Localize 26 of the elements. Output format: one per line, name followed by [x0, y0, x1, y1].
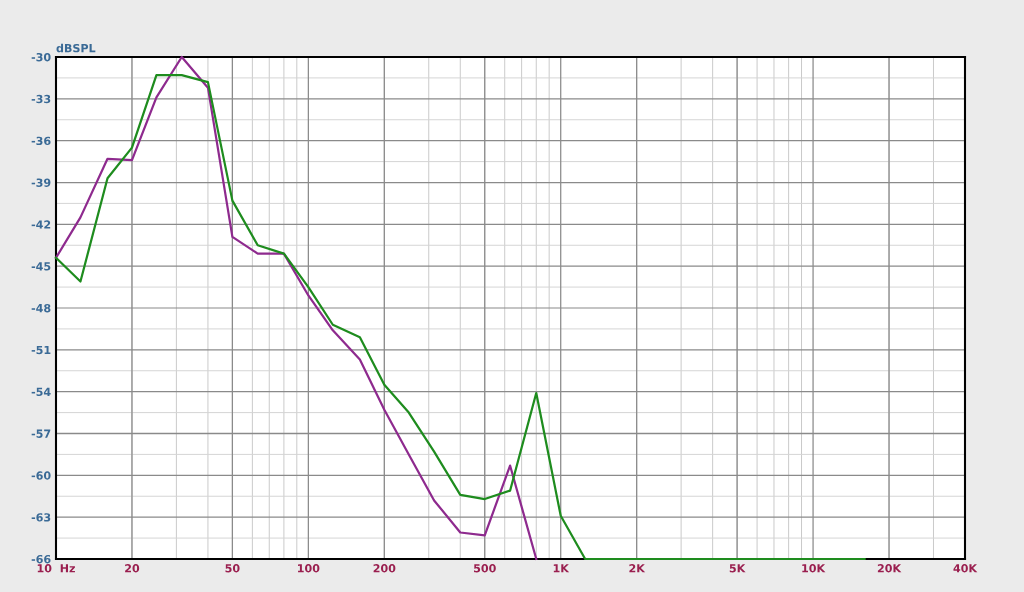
x-tick-label: 10K	[802, 564, 826, 573]
x-tick-label: 200	[373, 564, 396, 573]
x-tick-label: 40K	[953, 564, 978, 573]
y-tick-label: -42	[31, 220, 51, 229]
y-tick-label: -30	[31, 52, 51, 62]
y-tick-label: -60	[31, 471, 51, 480]
x-tick-label: 20K	[877, 564, 902, 573]
y-axis-title: dBSPL	[56, 43, 96, 53]
x-tick-label: 100	[298, 564, 320, 573]
y-tick-label: -36	[31, 136, 51, 146]
x-tick-label: 1K	[553, 564, 570, 573]
x-tick-label: 50	[225, 564, 240, 573]
y-tick-label: -51	[31, 345, 51, 355]
y-tick-label: -33	[31, 94, 51, 104]
x-tick-label: 10 Hz	[37, 564, 75, 573]
x-tick-label: 5K	[729, 564, 746, 573]
x-tick-label: 2K	[629, 564, 646, 573]
y-tick-label: -54	[31, 387, 51, 397]
y-tick-label: -66	[31, 554, 51, 564]
y-tick-label: -63	[31, 513, 51, 522]
y-tick-label: -48	[31, 303, 51, 313]
x-tick-label: 20	[125, 564, 140, 573]
x-tick-label: 500	[474, 564, 496, 573]
y-tick-label: -45	[31, 262, 51, 271]
y-tick-label: -39	[31, 178, 51, 187]
y-tick-label: -57	[31, 429, 51, 438]
